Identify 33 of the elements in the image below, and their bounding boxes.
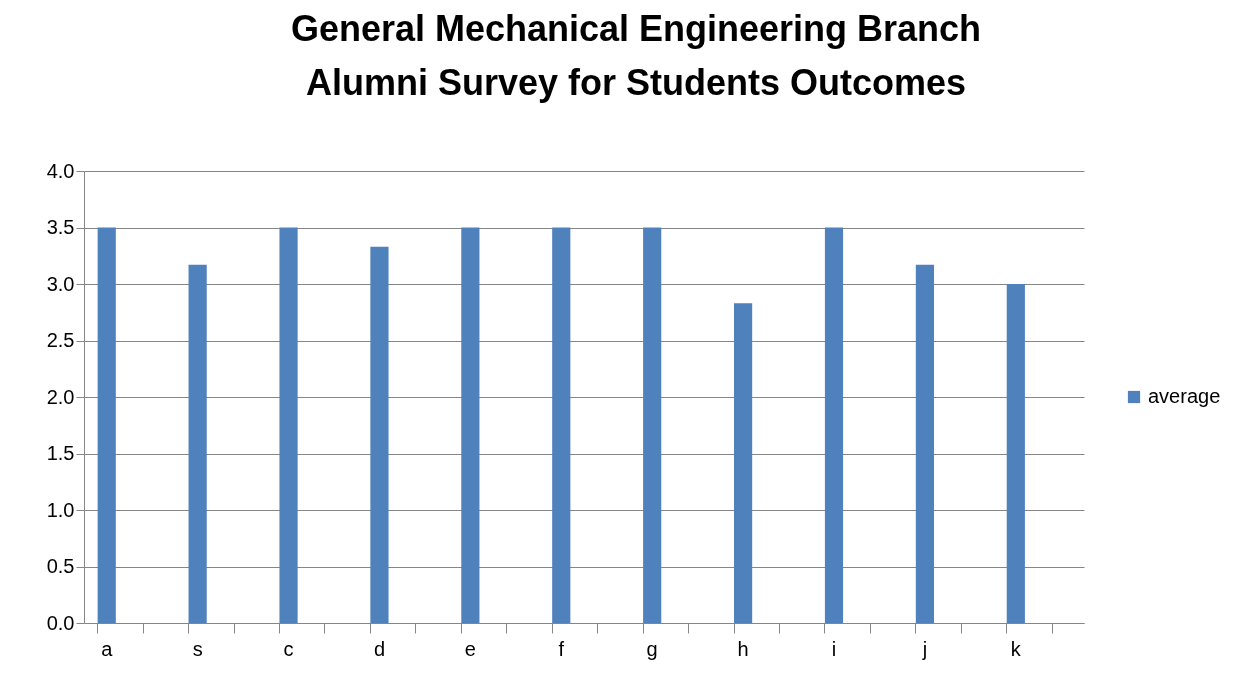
- bar: [734, 303, 753, 623]
- x-tick-label: i: [831, 637, 837, 660]
- x-tick-label: c: [283, 637, 294, 660]
- bar: [643, 227, 662, 623]
- x-tick-label: k: [1010, 637, 1022, 660]
- bar: [461, 227, 480, 623]
- y-tick-label: 0.5: [46, 555, 75, 577]
- x-tick-label: f: [558, 637, 565, 660]
- y-tick-label: 1.5: [46, 442, 75, 464]
- bar: [97, 227, 116, 623]
- x-tick-label: e: [464, 637, 476, 660]
- x-tick-label: s: [192, 637, 203, 660]
- y-tick-label: 3.0: [46, 272, 75, 295]
- bar: [552, 227, 571, 623]
- bar: [370, 246, 389, 623]
- legend-label: average: [1148, 385, 1221, 407]
- bar: [824, 227, 844, 623]
- y-tick-label: 2.5: [46, 329, 75, 351]
- x-tick-label: g: [646, 637, 658, 660]
- y-tick-label: 4.0: [46, 159, 75, 182]
- bar: [188, 264, 207, 623]
- bar: [915, 264, 934, 623]
- x-tick-label: h: [737, 637, 749, 660]
- bar: [1006, 284, 1025, 623]
- x-tick-label: d: [373, 637, 386, 660]
- x-tick-label: j: [921, 637, 928, 660]
- y-tick-label: 0.0: [46, 611, 75, 634]
- y-tick-label: 1.0: [46, 498, 75, 521]
- y-tick-label: 2.0: [46, 385, 75, 408]
- bar: [279, 227, 298, 623]
- x-tick-label: a: [101, 637, 114, 660]
- chart-title: General Mechanical Engineering Branch Alumni Survey for Students Outcomes: [290, 8, 982, 103]
- y-tick-label: 3.5: [46, 216, 75, 238]
